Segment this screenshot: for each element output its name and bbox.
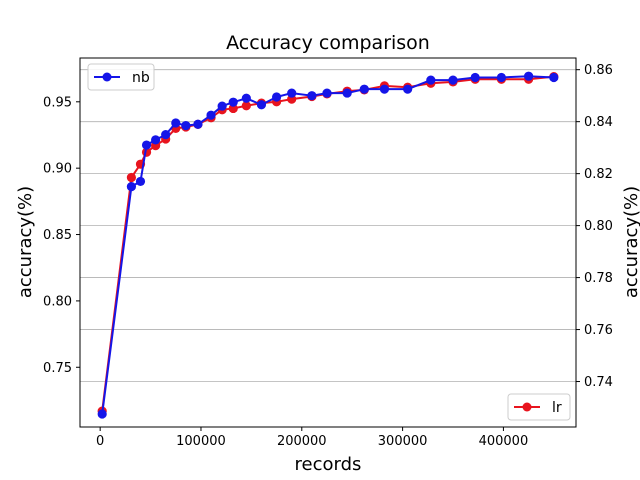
x-tick-label-1: 100000 <box>176 434 226 449</box>
series-nb-point-11 <box>228 97 238 107</box>
series-nb-point-7 <box>181 120 191 131</box>
y-right-tick-label-5: 0.84 <box>584 115 613 130</box>
series-nb-point-13 <box>256 100 267 110</box>
x-tick-label-4: 400000 <box>479 434 529 449</box>
legend-nb: nb <box>87 63 155 91</box>
y-right-tick-label-3: 0.80 <box>584 219 613 234</box>
series-nb-point-21 <box>403 84 413 94</box>
series-nb-point-20 <box>379 84 390 94</box>
series-nb-point-22 <box>426 75 436 85</box>
y-right-tick-label-1: 0.76 <box>584 323 613 338</box>
legend-lr-label: lr <box>552 400 562 416</box>
series-nb-point-4 <box>151 135 161 145</box>
series-nb-point-16 <box>307 91 317 101</box>
series-nb-point-19 <box>359 84 369 94</box>
series-nb-point-18 <box>342 88 352 98</box>
series-layer <box>97 71 559 419</box>
grid-layer <box>80 69 576 382</box>
series-nb-point-24 <box>470 72 480 83</box>
series-nb-point-6 <box>171 118 181 128</box>
series-nb-point-8 <box>193 119 203 129</box>
series-nb-point-25 <box>496 72 506 83</box>
series-nb-point-10 <box>217 101 227 111</box>
y-left-tick-label-0: 0.75 <box>43 361 72 376</box>
y-right-tick-label-4: 0.82 <box>584 167 613 182</box>
y-right-tick-label-2: 0.78 <box>584 271 613 286</box>
y-left-tick-label-2: 0.85 <box>43 228 72 243</box>
chart-title: Accuracy comparison <box>226 32 430 54</box>
series-nb-point-17 <box>322 88 332 98</box>
series-nb-point-9 <box>206 110 216 120</box>
ticks-layer: 0 100000 200000 300000 400000 0.75 0.80 0.85 0.9… <box>43 63 613 449</box>
x-tick-label-3: 300000 <box>378 434 428 449</box>
y-axis-left-title: accuracy(%) <box>15 186 36 298</box>
series-nb-point-2 <box>135 176 146 187</box>
legend-nb-swatch-marker <box>102 72 112 82</box>
series-lr-point-1 <box>126 172 137 183</box>
series-nb-point-1 <box>126 182 137 192</box>
series-nb-point-23 <box>448 75 458 85</box>
series-nb-point-12 <box>241 93 251 103</box>
x-axis-title: records <box>295 454 362 475</box>
y-right-tick-label-6: 0.86 <box>584 63 613 78</box>
legend-nb-label: nb <box>132 70 150 86</box>
y-left-tick-label-3: 0.90 <box>43 162 72 177</box>
series-lr-line <box>101 75 554 412</box>
legend-nb-box <box>87 63 155 91</box>
series-nb-point-5 <box>161 130 171 140</box>
x-tick-label-2: 200000 <box>277 434 327 449</box>
y-left-tick-label-1: 0.80 <box>43 294 72 309</box>
plot-frame <box>79 57 577 428</box>
series-nb-point-27 <box>549 72 559 83</box>
y-left-tick-label-4: 0.95 <box>43 95 72 110</box>
series-nb-point-0 <box>97 409 107 419</box>
y-right-tick-label-0: 0.74 <box>584 375 613 390</box>
series-nb-line <box>101 75 554 415</box>
series-nb-point-26 <box>524 71 534 81</box>
legend-lr: lr <box>507 393 571 421</box>
series-nb-point-15 <box>287 88 297 98</box>
series-lr-point-12 <box>241 101 251 111</box>
x-tick-label-0: 0 <box>96 434 104 449</box>
series-nb-point-14 <box>271 92 282 102</box>
y-axis-right-title: accuracy(%) <box>621 186 640 298</box>
series-nb-point-3 <box>141 140 152 150</box>
legend-lr-swatch-marker <box>522 402 532 412</box>
